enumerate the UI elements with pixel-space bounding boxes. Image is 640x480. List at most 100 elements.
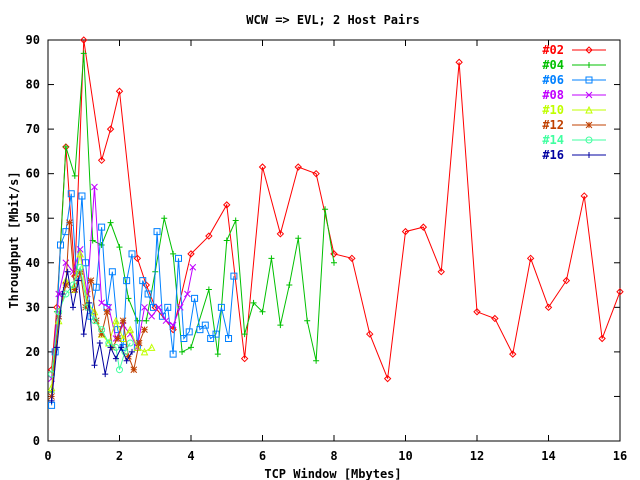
data-point (106, 125, 115, 133)
data-point (86, 299, 93, 306)
legend: #02#04#06#08#10#12#14#16 (542, 43, 606, 162)
legend-label: #12 (542, 118, 564, 132)
data-point (91, 362, 98, 369)
data-point (268, 255, 275, 262)
legend-label: #10 (542, 103, 564, 117)
data-point (184, 290, 191, 298)
data-point (322, 206, 329, 213)
data-point (366, 330, 374, 338)
data-point (126, 325, 135, 334)
x-tick-label: 4 (187, 449, 194, 463)
data-point (295, 235, 302, 242)
y-tick-label: 60 (26, 167, 40, 181)
data-point (205, 232, 213, 240)
data-point (119, 334, 127, 343)
data-point (66, 219, 73, 227)
x-tick-label: 0 (44, 449, 51, 463)
data-point (189, 263, 197, 271)
legend-marker (585, 46, 593, 54)
data-point (176, 303, 184, 311)
legend-label: #02 (542, 43, 564, 57)
data-point (223, 237, 230, 244)
data-point (232, 217, 239, 224)
data-point (580, 192, 588, 200)
data-point (259, 308, 266, 315)
y-tick-label: 70 (26, 122, 40, 136)
data-point (123, 277, 131, 285)
data-point (71, 286, 79, 293)
data-point (180, 335, 188, 343)
data-point (383, 374, 392, 383)
legend-label: #08 (542, 88, 564, 102)
data-point (169, 321, 177, 329)
data-point (174, 254, 182, 262)
legend-marker (585, 76, 593, 84)
chart-title: WCW => EVL; 2 Host Pairs (246, 13, 419, 27)
x-tick-label: 14 (541, 449, 555, 463)
data-point (161, 215, 168, 222)
x-tick-label: 10 (398, 449, 412, 463)
data-point (76, 246, 84, 253)
data-point (155, 303, 163, 311)
data-point (115, 87, 124, 95)
data-point (90, 317, 98, 325)
data-point (312, 169, 320, 178)
data-point (71, 172, 78, 179)
data-point (91, 183, 98, 191)
data-point (616, 288, 624, 296)
data-point (562, 276, 571, 285)
data-point (107, 219, 114, 226)
data-point (57, 241, 65, 249)
legend-label: #16 (542, 148, 564, 162)
data-point (105, 339, 113, 347)
data-point (544, 303, 553, 312)
data-point (112, 316, 120, 325)
data-point (419, 223, 428, 231)
x-tick-label: 16 (613, 449, 627, 463)
legend-label: #04 (542, 58, 564, 72)
data-point (116, 244, 123, 251)
data-point (96, 339, 103, 346)
data-point (143, 317, 150, 324)
data-point (348, 254, 356, 263)
data-point (62, 143, 69, 150)
data-point (437, 267, 445, 276)
data-point (240, 354, 249, 363)
data-point (125, 352, 132, 360)
data-point (130, 366, 138, 374)
data-point (128, 250, 136, 258)
y-tick-label: 0 (33, 434, 40, 448)
data-point (76, 263, 84, 271)
data-point (250, 299, 257, 306)
y-tick-label: 80 (26, 78, 40, 92)
data-point (276, 230, 285, 238)
data-point (225, 335, 233, 343)
data-point (55, 308, 63, 316)
data-point (241, 331, 248, 338)
data-point (102, 371, 109, 378)
data-point (401, 227, 410, 236)
data-point (107, 344, 114, 351)
data-point (55, 312, 63, 320)
data-point (98, 299, 105, 307)
data-point (48, 397, 55, 404)
data-point (59, 290, 66, 297)
data-point (76, 268, 84, 276)
data-point (126, 339, 134, 347)
data-point (140, 347, 149, 356)
data-point (78, 192, 86, 200)
x-axis-label: TCP Window [Mbytes] (264, 467, 401, 480)
data-point (62, 259, 70, 267)
data-point (129, 348, 136, 355)
data-point (92, 283, 100, 291)
data-point (135, 339, 143, 347)
data-point (80, 50, 87, 57)
data-point (509, 350, 517, 358)
series-line (51, 271, 133, 401)
data-point (164, 303, 172, 311)
data-point (169, 325, 177, 334)
x-tick-label: 12 (470, 449, 484, 463)
legend-label: #06 (542, 73, 564, 87)
data-point (223, 201, 231, 209)
data-point (92, 317, 100, 325)
